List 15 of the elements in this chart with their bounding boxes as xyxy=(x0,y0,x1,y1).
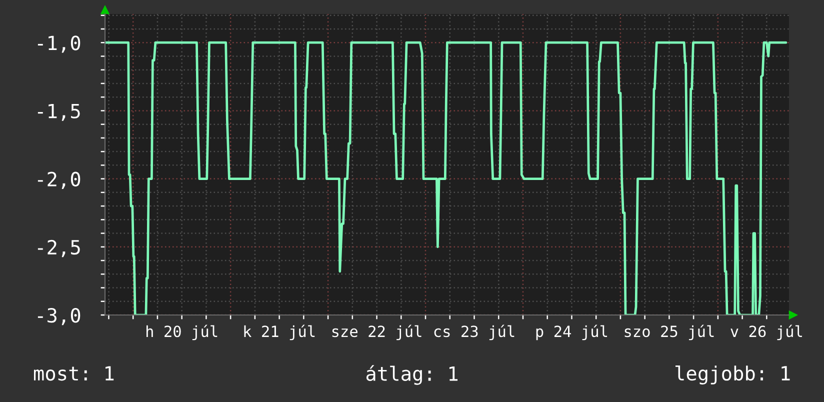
x-tick-label: v 26 júl xyxy=(730,324,802,340)
text: legjobb: 1 xyxy=(675,365,790,385)
y-tick-label: -2,0 xyxy=(38,172,80,189)
text: most: 1 xyxy=(34,366,114,381)
x-tick-label: cs 23 júl xyxy=(434,324,514,340)
x-tick-label: p 24 júl xyxy=(536,324,608,340)
x-tick-label: sze 22 júl xyxy=(332,324,422,340)
y-tick-label: -3,0 xyxy=(38,308,80,326)
x-tick-label: h 20 júl xyxy=(146,324,218,340)
y-tick-label: -2,5 xyxy=(38,240,80,258)
x-tick-label: szo 25 júl xyxy=(624,324,714,340)
text: átlag: 1 xyxy=(366,365,458,385)
y-tick-label: -1,0 xyxy=(38,36,80,53)
x-tick-label: k 21 júl xyxy=(244,324,315,340)
y-tick-label: -1,5 xyxy=(38,104,80,121)
